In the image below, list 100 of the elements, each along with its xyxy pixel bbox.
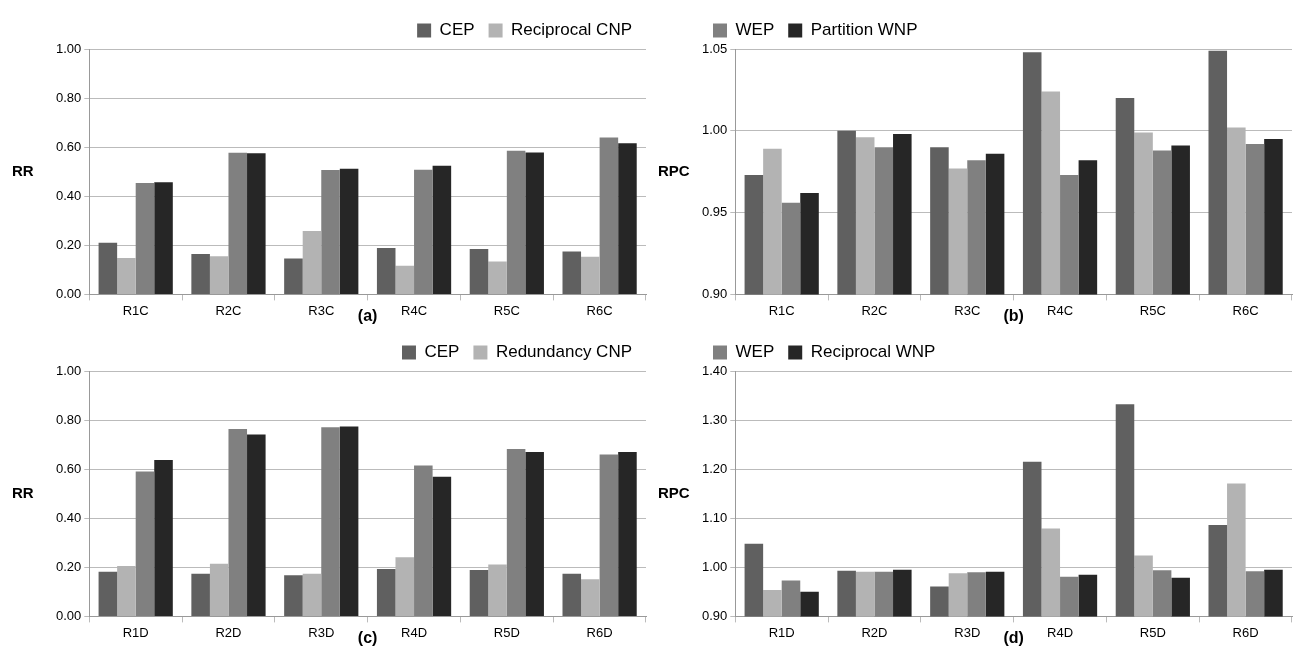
x-tick-label: R6D <box>586 624 613 640</box>
bar <box>321 169 340 294</box>
y-tick-label: 0.90 <box>701 607 728 623</box>
x-tick-label: R5C <box>493 302 520 318</box>
legend-label: CEP <box>424 342 460 362</box>
x-tick-label: R3D <box>308 624 335 640</box>
bar <box>191 573 210 616</box>
text: (c) <box>357 628 378 646</box>
y-tick-label: 0.40 <box>55 509 82 525</box>
bar <box>376 248 396 294</box>
bar <box>581 256 600 294</box>
bar <box>414 465 433 616</box>
y-axis-title: RR <box>12 483 34 501</box>
x-tick-label: R6C <box>586 302 613 318</box>
bar <box>154 460 173 616</box>
y-tick-label: 0.80 <box>55 89 82 105</box>
bar <box>247 153 266 294</box>
bar <box>98 242 118 294</box>
bar <box>321 427 340 616</box>
bar <box>599 137 619 294</box>
y-tick-label: 1.00 <box>55 362 82 378</box>
bar <box>432 165 452 294</box>
bar <box>154 182 173 294</box>
y-tick-label: 0.00 <box>55 285 82 301</box>
bar <box>376 569 396 616</box>
y-tick-label: 1.00 <box>55 40 82 56</box>
x-tick-label: R4C <box>401 302 428 318</box>
bar <box>506 150 526 294</box>
x-tick-label: R3C <box>954 302 981 318</box>
x-tick-label: R5C <box>1139 302 1166 318</box>
bar <box>339 426 359 616</box>
bar <box>339 168 359 294</box>
bar <box>506 449 526 616</box>
x-tick-label: R1C <box>768 302 795 318</box>
bar <box>209 256 229 294</box>
x-tick-label: R2C <box>215 302 242 318</box>
y-tick-label: 0.60 <box>55 138 82 154</box>
legend-label: Reciprocal CNP <box>511 20 633 40</box>
bar <box>525 152 544 294</box>
legend-label: CEP <box>439 20 475 40</box>
y-axis-title: RPC <box>658 161 690 179</box>
x-tick-label: R4D <box>1047 624 1074 640</box>
bar <box>525 451 544 616</box>
bar <box>228 428 248 616</box>
bar <box>599 454 619 616</box>
legend-label: WEP <box>735 20 775 40</box>
x-tick-label: R6D <box>1232 624 1259 640</box>
bar <box>618 451 637 616</box>
x-tick-label: R3D <box>954 624 981 640</box>
bar <box>469 249 489 294</box>
bar <box>488 261 507 294</box>
bar <box>562 251 582 294</box>
text: (b) <box>1003 306 1024 324</box>
legend-label: WEP <box>735 342 775 362</box>
x-tick-label: R2D <box>861 624 888 640</box>
y-tick-label: 1.20 <box>701 460 728 476</box>
y-tick-label: 0.40 <box>55 187 82 203</box>
bar <box>618 143 637 294</box>
bar <box>395 265 415 294</box>
y-tick-label: 1.05 <box>701 40 728 56</box>
y-tick-label: 1.40 <box>701 362 728 378</box>
y-tick-label: 1.00 <box>701 558 728 574</box>
bar <box>469 570 489 616</box>
y-tick-label: 0.20 <box>55 558 82 574</box>
y-tick-label: 1.10 <box>701 509 728 525</box>
x-tick-label: R2C <box>861 302 888 318</box>
bar <box>581 579 600 616</box>
x-tick-label: R3C <box>308 302 335 318</box>
y-tick-label: 0.60 <box>55 460 82 476</box>
y-tick-label: 0.20 <box>55 236 82 252</box>
y-tick-label: 0.80 <box>55 411 82 427</box>
x-tick-label: R4D <box>401 624 428 640</box>
y-axis-title: RPC <box>658 483 690 501</box>
x-tick-label: R1D <box>122 624 149 640</box>
y-axis-title: RR <box>12 161 34 179</box>
x-tick-label: R5D <box>1139 624 1166 640</box>
x-tick-label: R4C <box>1047 302 1074 318</box>
y-tick-label: 1.30 <box>701 411 728 427</box>
y-tick-label: 0.90 <box>701 285 728 301</box>
legend-label: Redundancy CNP <box>495 342 632 362</box>
bar <box>414 169 433 294</box>
legend-label: Partition WNP <box>810 20 918 40</box>
bar <box>135 471 155 616</box>
bar <box>117 258 136 294</box>
text: (d) <box>1003 628 1024 646</box>
y-tick-label: 0.95 <box>701 204 728 220</box>
bar <box>302 573 322 616</box>
bar <box>98 571 118 616</box>
legend-label: Reciprocal WNP <box>810 342 936 362</box>
bar <box>432 476 452 616</box>
bar <box>284 575 303 616</box>
text: (a) <box>357 306 378 324</box>
bar <box>135 182 155 294</box>
x-tick-label: R1C <box>122 302 149 318</box>
bar <box>228 152 248 294</box>
bar <box>562 573 582 616</box>
bar <box>247 434 266 616</box>
x-tick-label: R2D <box>215 624 242 640</box>
bar <box>191 253 210 294</box>
y-tick-label: 1.00 <box>701 122 728 138</box>
